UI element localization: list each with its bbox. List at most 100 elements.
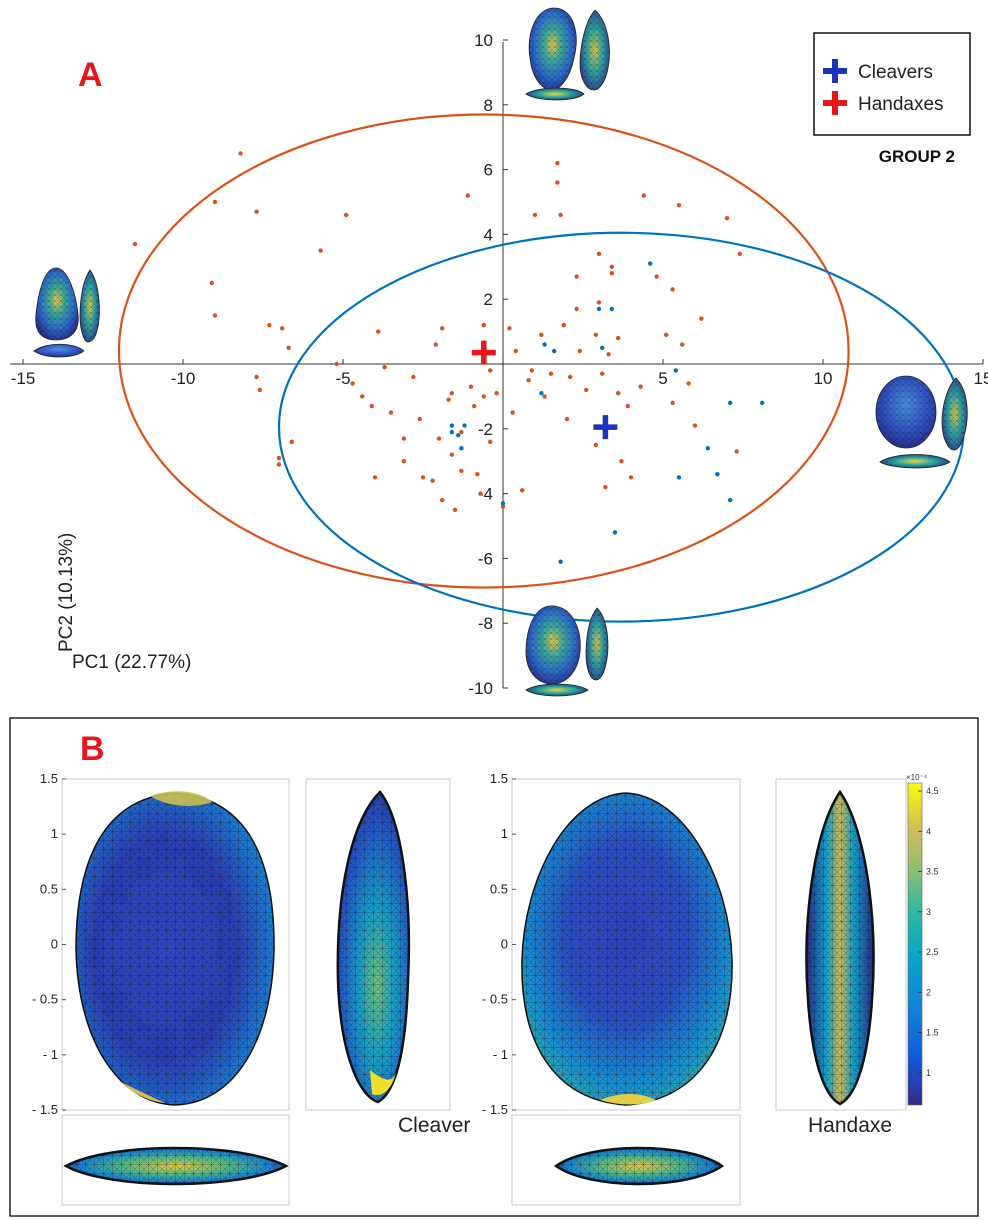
mean-marker-handaxes xyxy=(471,340,496,365)
point-handaxes xyxy=(603,484,608,490)
point-handaxes xyxy=(670,287,675,292)
legend-label-handaxes: Handaxes xyxy=(858,94,944,115)
point-handaxes xyxy=(555,160,560,166)
point-cleavers xyxy=(542,342,547,347)
x-axis-label: PC1 (22.77%) xyxy=(72,652,191,673)
point-handaxes xyxy=(452,507,458,512)
point-handaxes xyxy=(609,271,614,276)
x-tick-label: 5 xyxy=(658,369,667,388)
point-cleavers xyxy=(500,501,506,506)
point-handaxes xyxy=(564,416,570,422)
point-handaxes xyxy=(526,378,531,383)
y-tick-label-b: 1.5 xyxy=(490,771,508,786)
point-handaxes xyxy=(529,368,534,373)
point-handaxes xyxy=(574,274,579,279)
y-tick-label-b: 0 xyxy=(51,937,58,952)
y-tick-label: -10 xyxy=(468,679,493,698)
panel-label-a: A xyxy=(78,56,103,94)
point-handaxes xyxy=(318,248,323,253)
point-handaxes xyxy=(289,439,294,444)
colorbar-tick-label: 2.5 xyxy=(926,947,939,957)
point-cleavers xyxy=(539,390,544,396)
point-handaxes xyxy=(481,322,486,328)
point-handaxes xyxy=(433,342,438,347)
ellipse-handaxes xyxy=(117,113,850,589)
colorbar-tick-label: 4.5 xyxy=(926,786,939,796)
point-handaxes xyxy=(376,329,381,334)
point-handaxes xyxy=(513,348,518,354)
point-handaxes xyxy=(212,313,218,318)
confidence-ellipses xyxy=(117,113,965,623)
point-handaxes xyxy=(401,436,406,441)
y-tick-label-b: 1.5 xyxy=(40,771,58,786)
point-cleavers xyxy=(612,530,618,535)
point-handaxes xyxy=(606,352,611,357)
point-handaxes xyxy=(558,212,563,218)
point-handaxes xyxy=(382,365,387,370)
shape-thumbnail-right xyxy=(875,375,968,469)
y-tick-label-b: 1 xyxy=(51,826,58,841)
point-handaxes xyxy=(369,403,374,409)
point-handaxes xyxy=(641,193,646,198)
point-handaxes xyxy=(510,410,515,415)
point-handaxes xyxy=(609,264,614,269)
point-handaxes xyxy=(276,462,282,467)
point-handaxes xyxy=(344,212,349,218)
colorbar-tick-label: 3.5 xyxy=(926,867,939,877)
point-handaxes xyxy=(238,151,243,156)
colorbar-tick-label: 1 xyxy=(926,1068,931,1078)
point-cleavers xyxy=(449,423,454,428)
y-axis-label: PC2 (10.13%) xyxy=(56,533,77,652)
panel-a-scatter: -15 -10 -5 5 10 15 10 8 6 4 2 -2 -4 -6 -8 -10 A PC1 (22… xyxy=(10,7,988,698)
y-tick-label-b: 0.5 xyxy=(490,881,508,896)
axes-a: -15 -10 -5 5 10 15 10 8 6 4 2 -2 -4 -6 -8 -10 xyxy=(10,31,988,698)
y-tick-label: -6 xyxy=(478,549,493,568)
panel-label-b: B xyxy=(80,730,105,768)
point-handaxes xyxy=(209,280,214,286)
point-handaxes xyxy=(267,322,272,328)
point-handaxes xyxy=(436,436,442,441)
point-handaxes xyxy=(699,316,704,321)
y-tick-label-b: - 1 xyxy=(493,1047,508,1062)
panel-b-heatmaps: B 1.5 1.5 1 1 0.5 0.5 0 0 - 0.5 - 0.5 - 1 - 1 - 1.5 -… xyxy=(9,717,979,1217)
x-tick-label: -5 xyxy=(335,369,350,388)
cleaver-side-view xyxy=(336,790,411,1104)
y-tick-label: 8 xyxy=(484,96,493,115)
point-cleavers xyxy=(673,368,678,373)
point-cleavers xyxy=(648,261,653,266)
legend: Cleavers Handaxes xyxy=(813,32,971,136)
point-handaxes xyxy=(430,478,435,483)
y-tick-label-b: - 0.5 xyxy=(482,992,508,1007)
point-handaxes xyxy=(440,326,445,331)
point-handaxes xyxy=(478,491,483,496)
point-handaxes xyxy=(440,497,445,503)
shape-thumbnail-top xyxy=(525,7,610,101)
point-handaxes xyxy=(488,368,493,373)
colorbar-tick-label: 3 xyxy=(926,907,931,917)
point-handaxes xyxy=(132,241,138,247)
point-handaxes xyxy=(593,442,598,448)
x-tick-label: -15 xyxy=(11,369,36,388)
point-cleavers xyxy=(596,306,602,312)
colorbar-tick-label: 1.5 xyxy=(926,1028,939,1038)
group-means xyxy=(471,340,618,440)
colorbar-tick-label: 2 xyxy=(926,987,931,997)
point-handaxes xyxy=(468,384,474,389)
point-handaxes xyxy=(574,306,579,312)
y-tick-label-b: - 1.5 xyxy=(482,1102,508,1117)
point-handaxes xyxy=(494,390,499,396)
point-handaxes xyxy=(520,488,525,493)
y-tick-label: -8 xyxy=(478,614,493,633)
point-handaxes xyxy=(596,300,602,305)
handaxe-base-view xyxy=(553,1146,725,1186)
point-handaxes xyxy=(561,322,566,328)
point-cleavers xyxy=(449,429,454,435)
point-cleavers xyxy=(459,446,464,451)
point-handaxes xyxy=(737,251,742,257)
point-handaxes xyxy=(257,387,262,393)
shape-thumbnail-left xyxy=(33,267,100,358)
handaxe-side-view xyxy=(805,789,875,1106)
cleaver-base-view xyxy=(63,1146,289,1186)
point-handaxes xyxy=(686,381,691,386)
x-tick-label: 15 xyxy=(974,369,988,388)
